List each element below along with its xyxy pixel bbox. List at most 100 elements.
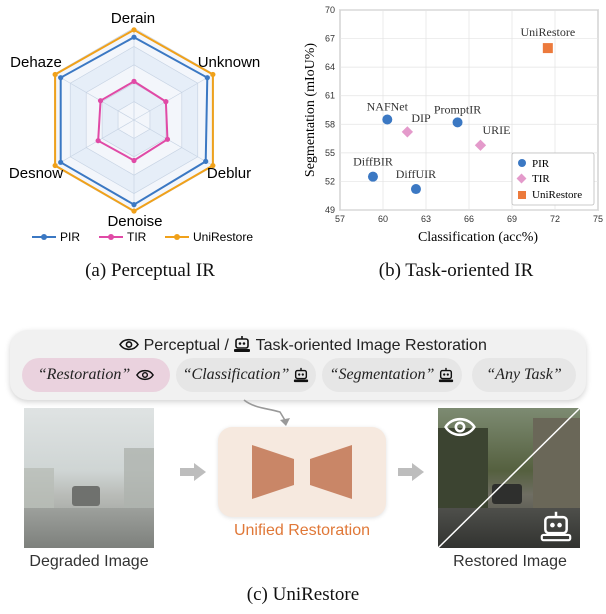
radar-axis-label-desnow: Desnow xyxy=(9,165,63,182)
degraded-image xyxy=(24,408,154,548)
restored-image-label: Restored Image xyxy=(453,553,567,570)
scatter-xtick-label: 72 xyxy=(550,214,560,224)
scatter-ytick-label: 70 xyxy=(325,5,335,15)
scatter-ytick-label: 67 xyxy=(325,34,335,44)
eye-icon xyxy=(119,338,140,351)
scatter-ytick-label: 52 xyxy=(325,176,335,186)
prompt-segmentation-label: “Segmentation” xyxy=(329,366,435,383)
radar-axis-label-denoise: Denoise xyxy=(107,213,162,230)
arrow-right-icon xyxy=(180,463,206,481)
title-task-oriented: Task-oriented Image Restoration xyxy=(255,337,487,354)
prompt-classification-label: “Classification” xyxy=(182,366,290,383)
scatter-ytick-label: 64 xyxy=(325,62,335,72)
radar-chart: Derain Unknown Deblur Denoise Desnow Deh… xyxy=(9,10,261,244)
radar-spoke xyxy=(54,119,135,167)
scatter-xtick-label: 60 xyxy=(378,214,388,224)
eye-icon xyxy=(444,417,476,437)
radar-axis-label-derain: Derain xyxy=(111,10,155,27)
scatter-legend: PIR TIR UniRestore xyxy=(511,152,595,206)
unified-restoration-label: Unified Restoration xyxy=(233,522,371,539)
degraded-image-label: Degraded Image xyxy=(29,553,149,570)
scatter-legend-pir: PIR xyxy=(532,158,550,170)
scatter-ytick-label: 58 xyxy=(325,119,335,129)
radar-series-pir-point xyxy=(58,75,64,81)
title-perceptual: Perceptual / xyxy=(143,337,229,354)
scatter-ticks: 57 60 63 66 69 72 75 49 52 55 58 61 64 67 70 xyxy=(325,5,603,224)
radar-series-unirestore-point xyxy=(52,71,58,78)
radar-spoke xyxy=(133,119,214,167)
prompt-restoration-label: “Restoration” xyxy=(37,366,131,383)
scatter-legend-unirestore: UniRestore xyxy=(532,189,582,201)
scatter-ytick-label: 61 xyxy=(325,91,335,101)
radar-series-tir-point xyxy=(163,99,169,105)
scatter-xlabel: Classification (acc%) xyxy=(418,230,538,245)
caption-c: (c) UniRestore xyxy=(246,584,360,605)
scatter-ytick-label: 55 xyxy=(325,148,335,158)
prompt-any-task-label: “Any Task” xyxy=(486,366,562,383)
radar-legend: PIR TIR UniRestore xyxy=(32,230,253,244)
radar-spoke xyxy=(54,73,135,121)
caption-a: (a) Perceptual IR xyxy=(85,260,215,281)
scatter-point-diffuir xyxy=(410,184,421,195)
radar-series-tir-point xyxy=(164,136,171,142)
scatter-point-promptir xyxy=(452,117,463,128)
bowtie-icon xyxy=(252,445,352,499)
scatter-point-nafnet xyxy=(382,114,393,125)
radar-axis-label-unknown: Unknown xyxy=(198,54,261,71)
radar-spoke xyxy=(133,73,214,121)
radar-series xyxy=(52,27,216,214)
prompt-any-task: “Any Task” xyxy=(472,358,576,392)
unified-restoration-box xyxy=(218,427,386,517)
radar-series-pir-point xyxy=(131,34,137,40)
scatter-point-label-diffbir: DiffBIR xyxy=(353,155,393,169)
radar-series-unirestore-point xyxy=(131,208,137,214)
legend-pir: PIR xyxy=(60,230,80,244)
prompt-segmentation: “Segmentation” xyxy=(322,358,462,392)
scatter-point-diffbir xyxy=(367,171,378,182)
legend-unirestore: UniRestore xyxy=(193,230,253,244)
arrow-right-icon xyxy=(398,463,424,481)
scatter-point-label-nafnet: NAFNet xyxy=(367,100,409,114)
prompt-connector xyxy=(243,399,290,426)
radar-series-unirestore-point xyxy=(210,162,216,169)
scatter-point-label-urie: URIE xyxy=(482,123,510,137)
restored-image xyxy=(438,408,580,548)
scatter-xtick-label: 69 xyxy=(507,214,517,224)
scatter-xtick-label: 57 xyxy=(335,214,345,224)
radar-series-unirestore-point xyxy=(210,71,216,78)
robot-icon xyxy=(439,367,454,383)
radar-series-pir-point xyxy=(204,75,210,81)
radar-grid xyxy=(53,27,215,213)
robot-icon xyxy=(540,511,572,542)
radar-series-pir-point xyxy=(131,202,137,208)
radar-series-pir-point xyxy=(203,158,209,164)
radar-series-tir-point xyxy=(131,157,137,164)
eye-icon xyxy=(136,369,155,381)
robot-icon xyxy=(294,367,309,383)
panel-title: Perceptual / Task-oriented Image Restora… xyxy=(0,335,606,355)
scatter-point-label-diffuir: DiffUIR xyxy=(396,167,436,181)
scatter-chart: 57 60 63 66 69 72 75 49 52 55 58 61 64 67 70 NAFNet Pro… xyxy=(303,5,603,245)
prompt-classification: “Classification” xyxy=(176,358,316,392)
caption-b: (b) Task-oriented IR xyxy=(378,260,534,281)
scatter-point-label-dip: DIP xyxy=(411,111,431,125)
scatter-point-label-promptir: PromptIR xyxy=(434,102,481,116)
radar-series-tir-point xyxy=(131,78,137,84)
radar-series-unirestore-point xyxy=(131,27,137,33)
scatter-point-label-unirestore: UniRestore xyxy=(521,25,576,39)
scatter-point-urie xyxy=(474,139,487,151)
scatter-point-unirestore xyxy=(542,43,553,54)
radar-series-unirestore-point xyxy=(52,162,58,169)
scatter-xtick-label: 75 xyxy=(593,214,603,224)
scatter-xtick-label: 66 xyxy=(464,214,474,224)
scatter-xtick-label: 63 xyxy=(421,214,431,224)
radar-axis-label-deblur: Deblur xyxy=(207,165,251,182)
scatter-ylabel: Segmentation (mIoU%) xyxy=(303,43,318,177)
radar-series-tir-point xyxy=(97,98,104,104)
scatter-legend-tir: TIR xyxy=(532,173,550,185)
radar-axis-label-dehaze: Dehaze xyxy=(10,54,62,71)
scatter-ytick-label: 49 xyxy=(325,205,335,215)
robot-icon xyxy=(234,336,251,352)
radar-series-pir-point xyxy=(58,159,64,165)
